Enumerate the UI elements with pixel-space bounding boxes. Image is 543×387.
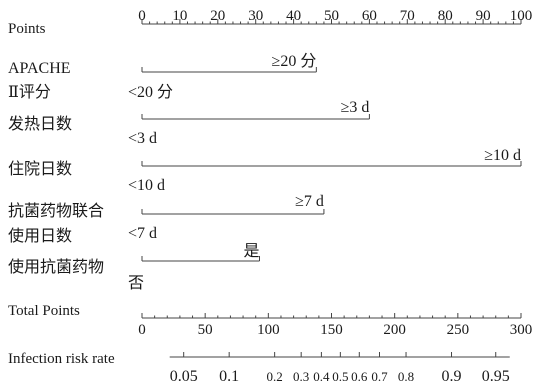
points-tick-label: 70 <box>400 8 415 24</box>
points-axis-label: Points <box>8 21 46 37</box>
variable-label: 抗菌药物联合 <box>8 202 104 220</box>
points-tick-label: 80 <box>438 8 453 24</box>
variable-label: Ⅱ评分 <box>8 83 51 101</box>
risk-tick-label: 0.3 <box>293 369 309 384</box>
points-tick-label: 90 <box>476 8 491 24</box>
level-label-high: ≥10 d <box>484 147 521 164</box>
total-points-tick-label: 100 <box>257 322 280 338</box>
points-tick-label: 40 <box>286 8 301 24</box>
points-tick-label: 100 <box>510 8 533 24</box>
risk-tick-label: 0.5 <box>332 369 348 384</box>
risk-tick-label: 0.05 <box>170 368 198 385</box>
total-points-tick-label: 50 <box>198 322 213 338</box>
total-points-axis-label: Total Points <box>8 303 80 319</box>
total-points-tick-label: 0 <box>138 322 146 338</box>
level-label-low: <20 分 <box>128 83 173 101</box>
level-label-high: ≥20 分 <box>272 52 317 70</box>
level-label-low: 否 <box>128 275 144 292</box>
total-points-tick-label: 200 <box>383 322 406 338</box>
total-points-tick-label: 150 <box>320 322 343 338</box>
total-points-tick-label: 250 <box>447 322 470 338</box>
points-tick-label: 60 <box>362 8 377 24</box>
nomogram-labels: Points 0 10 20 30 40 50 60 70 80 90 100 APACHE Ⅱ评分 <20… <box>8 8 532 385</box>
level-label-high: ≥7 d <box>295 193 324 210</box>
variable-label: 使用抗菌药物 <box>8 258 104 276</box>
risk-axis-label: Infection risk rate <box>8 351 115 367</box>
risk-tick-label: 0.2 <box>267 369 283 384</box>
points-tick-label: 20 <box>210 8 225 24</box>
risk-tick-label: 0.7 <box>371 369 388 384</box>
level-label-high: ≥3 d <box>341 99 370 116</box>
risk-tick-label: 0.9 <box>442 368 462 385</box>
variable-label: 发热日数 <box>8 115 72 133</box>
risk-tick-label: 0.95 <box>482 368 510 385</box>
risk-tick-label: 0.4 <box>313 369 330 384</box>
level-label-low: <3 d <box>128 130 157 147</box>
points-tick-label: 10 <box>172 8 187 24</box>
variable-label: 住院日数 <box>8 160 72 178</box>
risk-tick-label: 0.6 <box>351 369 368 384</box>
variable-label: 使用日数 <box>8 227 72 245</box>
nomogram-lines <box>141 19 522 358</box>
points-tick-label: 50 <box>324 8 339 24</box>
level-label-low: <10 d <box>128 177 165 194</box>
risk-tick-label: 0.8 <box>398 369 414 384</box>
variable-label: APACHE <box>8 60 71 77</box>
total-points-tick-label: 300 <box>510 322 533 338</box>
level-label-low: <7 d <box>128 225 157 242</box>
level-label-high: 是 <box>243 243 259 260</box>
risk-tick-label: 0.1 <box>219 368 239 385</box>
points-tick-label: 30 <box>248 8 263 24</box>
points-tick-label: 0 <box>138 8 146 24</box>
